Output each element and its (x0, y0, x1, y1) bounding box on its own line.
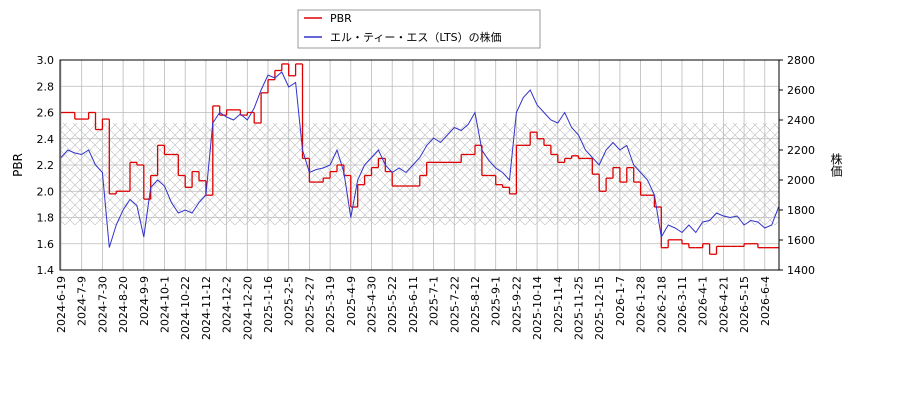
x-tick-label: 2025-9-1 (490, 276, 503, 326)
y2-tick-label: 1400 (787, 264, 815, 277)
y-tick-label: 3.0 (37, 54, 55, 67)
legend-label: PBR (330, 12, 352, 25)
y-tick-label: 2.6 (37, 107, 55, 120)
x-tick-label: 2025-4-9 (345, 276, 358, 326)
legend-box (297, 9, 541, 49)
x-tick-label: 2026-2-18 (655, 276, 668, 333)
y-tick-label: 1.4 (37, 264, 55, 277)
y-tick-label: 1.8 (37, 212, 55, 225)
x-tick-label: 2024-10-1 (159, 276, 172, 333)
x-tick-label: 2025-12-15 (593, 276, 606, 340)
plot-frame (59, 59, 780, 271)
y-tick-label: 2.0 (37, 185, 55, 198)
x-tick-label: 2025-1-16 (262, 276, 275, 333)
price-line (60, 71, 780, 248)
x-tick-label: 2026-3-11 (676, 276, 689, 333)
y2-tick-label: 2800 (787, 54, 815, 67)
x-tick-label: 2024-7-9 (76, 276, 89, 326)
y2-tick-label: 2200 (787, 144, 815, 157)
x-tick-label: 2024-7-30 (96, 276, 109, 333)
x-tick-label: 2025-7-22 (448, 276, 461, 333)
x-tick-label: 2026-5-15 (738, 276, 751, 333)
y2-tick-label: 2600 (787, 84, 815, 97)
y-tick-label: 1.6 (37, 238, 55, 251)
x-tick-label: 2024-12-20 (241, 276, 254, 340)
y-axis-label: PBR (11, 153, 25, 177)
x-tick-label: 2024-11-12 (200, 276, 213, 340)
x-tick-label: 2026-1-7 (614, 276, 627, 326)
x-tick-label: 2024-10-22 (179, 276, 192, 340)
x-tick-label: 2026-1-28 (635, 276, 648, 333)
x-tick-label: 2025-3-19 (324, 276, 337, 333)
x-tick-label: 2025-6-11 (407, 276, 420, 333)
x-tick-label: 2025-4-30 (366, 276, 379, 333)
x-tick-label: 2025-10-14 (531, 276, 544, 340)
x-tick-label: 2024-9-9 (138, 276, 151, 326)
x-tick-label: 2026-4-21 (717, 276, 730, 333)
y2-tick-label: 2400 (787, 114, 815, 127)
x-tick-label: 2025-9-22 (510, 276, 523, 333)
y-tick-label: 2.2 (37, 159, 55, 172)
x-tick-label: 2024-12-2 (221, 276, 234, 333)
x-tick-label: 2025-11-25 (573, 276, 586, 340)
y-tick-label: 2.8 (37, 80, 55, 93)
y2-tick-label: 2000 (787, 174, 815, 187)
x-tick-label: 2025-2-5 (283, 276, 296, 326)
x-tick-label: 2025-5-22 (386, 276, 399, 333)
legend: PBR エル・ティー・エス（LTS）の株価 (297, 9, 541, 49)
y2-tick-label: 1800 (787, 204, 815, 217)
y-tick-label: 2.4 (37, 133, 55, 146)
hatched-band (60, 123, 779, 225)
x-tick-label: 2026-6-4 (759, 276, 772, 326)
x-tick-label: 2024-8-20 (117, 276, 130, 333)
x-tick-label: 2025-7-1 (428, 276, 441, 326)
y2-tick-label: 1600 (787, 234, 815, 247)
x-tick-label: 2025-2-27 (303, 276, 316, 333)
x-tick-label: 2026-4-1 (697, 276, 710, 326)
marks (60, 63, 780, 255)
y2-axis-label: 株価 (829, 152, 843, 177)
x-tick-label: 2024-6-19 (55, 276, 68, 333)
x-tick-label: 2025-8-12 (469, 276, 482, 333)
x-tick-label: 2025-11-4 (552, 276, 565, 333)
legend-label: エル・ティー・エス（LTS）の株価 (330, 30, 502, 44)
